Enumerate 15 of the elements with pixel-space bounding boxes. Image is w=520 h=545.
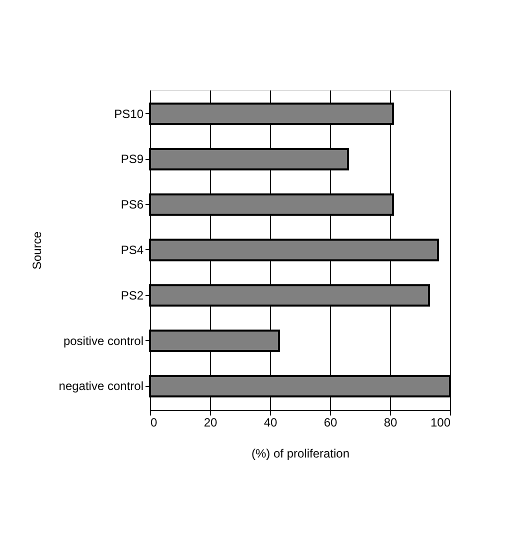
y-tick-label: PS9 [120,152,144,166]
x-tick-label: 60 [324,416,338,430]
x-tick-label: 0 [150,416,158,430]
y-tick-label: positive control [63,334,144,348]
y-tick-label: PS2 [120,288,144,302]
x-tick-label: 20 [204,416,218,430]
x-axis-title: (%) of proliferation [251,446,350,460]
y-axis-title: Source [30,231,44,270]
y-tick-label: PS6 [120,198,144,212]
x-tick-label: 100 [430,416,451,430]
y-tick-label: PS10 [114,106,144,121]
x-tick-label: 80 [384,416,398,430]
x-tick-label: 40 [264,416,278,430]
y-tick-label: PS4 [120,243,144,257]
y-tick-label: negative control [58,379,144,394]
